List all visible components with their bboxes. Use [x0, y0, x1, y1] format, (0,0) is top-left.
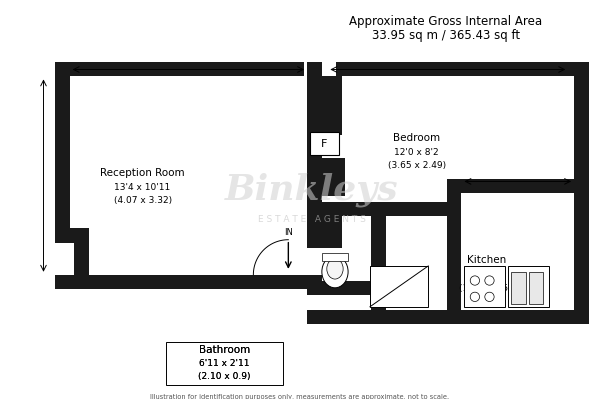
Bar [304, 62, 336, 77]
Text: IN: IN [284, 228, 293, 237]
Text: F: F [321, 138, 328, 148]
Bar [508, 266, 549, 307]
Bar [166, 342, 283, 385]
Bar [55, 62, 70, 77]
Bar [307, 158, 345, 196]
Bar [55, 62, 589, 77]
Text: 6'11 x 2'11: 6'11 x 2'11 [199, 359, 250, 368]
Text: Bedroom: Bedroom [393, 133, 440, 143]
Bar [307, 202, 447, 216]
Text: (2.10 x 0.9): (2.10 x 0.9) [198, 372, 250, 381]
Bar [313, 77, 342, 135]
Bar [55, 62, 298, 77]
Bar [310, 132, 339, 155]
Bar [55, 77, 70, 243]
Text: (4.07 x 3.32): (4.07 x 3.32) [113, 196, 172, 205]
Text: (1.93 x 1.53: (1.93 x 1.53 [459, 284, 514, 292]
Bar [322, 253, 348, 261]
Text: (3.65 x 2.49): (3.65 x 2.49) [388, 161, 446, 170]
Bar [307, 310, 589, 324]
Text: Approximate Gross Internal Area: Approximate Gross Internal Area [349, 15, 542, 28]
Text: Kitchen: Kitchen [467, 255, 506, 265]
Circle shape [485, 276, 494, 285]
Circle shape [470, 276, 479, 285]
Text: 33.95 sq m / 365.43 sq ft: 33.95 sq m / 365.43 sq ft [371, 29, 520, 42]
Bar [333, 62, 589, 77]
Text: Reception Room: Reception Room [100, 168, 185, 178]
Text: 12'0 x 8'2: 12'0 x 8'2 [394, 148, 439, 157]
Bar [89, 275, 322, 289]
Bar [447, 178, 589, 193]
Bar [529, 272, 543, 304]
Bar [307, 62, 322, 202]
Text: 13'4 x 10'11: 13'4 x 10'11 [115, 183, 171, 192]
Text: 6'11 x 2'11: 6'11 x 2'11 [199, 359, 250, 368]
Bar [370, 266, 428, 307]
Bar [447, 178, 461, 324]
Text: Bathroom: Bathroom [199, 346, 250, 356]
Bar [55, 228, 89, 243]
Bar [511, 272, 526, 304]
Bar [464, 266, 505, 307]
Text: E S T A T E   A G E N T S: E S T A T E A G E N T S [258, 215, 365, 224]
Text: Binkleys: Binkleys [225, 173, 398, 207]
Bar [307, 280, 371, 295]
Text: Illustration for identification purposes only, measurements are approximate, not: Illustration for identification purposes… [151, 394, 449, 399]
Text: Bathroom: Bathroom [199, 346, 250, 356]
Ellipse shape [322, 256, 348, 288]
Text: 6'4 x 5'0: 6'4 x 5'0 [467, 270, 506, 279]
Bar [307, 205, 342, 249]
Ellipse shape [327, 259, 343, 279]
Text: (2.10 x 0.9): (2.10 x 0.9) [198, 372, 250, 381]
Circle shape [470, 292, 479, 302]
Bar [574, 62, 589, 324]
Bar [55, 275, 89, 289]
Circle shape [485, 292, 494, 302]
Bar [371, 202, 386, 324]
Bar [74, 243, 89, 289]
